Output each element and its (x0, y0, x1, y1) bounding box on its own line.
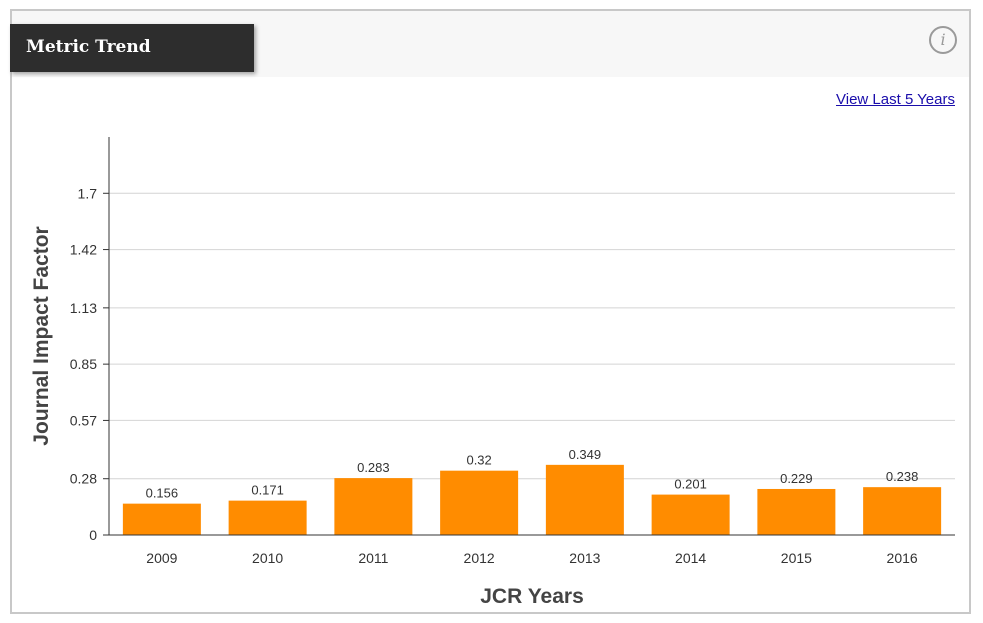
data-label: 0.229 (780, 471, 813, 486)
bar-2012[interactable] (440, 470, 519, 535)
x-tick-label: 2010 (252, 550, 283, 566)
x-tick-label: 2011 (358, 550, 388, 566)
x-axis-title: JCR Years (480, 585, 584, 608)
x-tick-label: 2009 (146, 550, 177, 566)
x-tick-label: 2012 (464, 550, 495, 566)
data-label: 0.156 (146, 486, 179, 501)
title-tab: Metric Trend (10, 24, 254, 72)
info-icon[interactable]: i (929, 26, 957, 54)
x-tick-label: 2014 (675, 550, 706, 566)
card-title: Metric Trend (26, 37, 151, 57)
x-tick-label: 2013 (569, 550, 600, 566)
y-tick-label: 0.85 (70, 356, 97, 372)
data-label: 0.171 (251, 483, 284, 498)
y-tick-label: 1.42 (70, 242, 97, 258)
bar-2009[interactable] (122, 503, 201, 535)
data-label: 0.32 (466, 453, 491, 468)
axes (108, 137, 955, 536)
y-tick-label: 0 (89, 527, 97, 543)
data-label: 0.201 (674, 477, 707, 492)
y-tick-label: 0.28 (70, 471, 97, 487)
data-label: 0.238 (886, 469, 919, 484)
bar-2014[interactable] (651, 494, 730, 535)
bar-2013[interactable] (545, 464, 624, 535)
bar-2010[interactable] (228, 500, 307, 535)
y-tick-label: 1.7 (78, 185, 98, 201)
x-tick-labels: 2009 2010 2011 2012 2013 2014 2015 2016 (146, 550, 918, 566)
x-tick-label: 2015 (781, 550, 812, 566)
data-label: 0.349 (569, 447, 602, 462)
y-tick-label: 0.57 (70, 412, 97, 428)
bar-2011[interactable] (334, 478, 413, 535)
gridlines (103, 192, 955, 536)
y-tick-labels: 0 0.28 0.57 0.85 1.13 1.42 1.7 (70, 185, 97, 543)
bar-2015[interactable] (757, 488, 836, 535)
bar-2016[interactable] (863, 487, 942, 535)
data-labels: 0.156 0.171 0.283 0.32 0.349 0.201 0.229 0.238 (146, 447, 919, 501)
bars (122, 464, 942, 535)
x-tick-label: 2016 (887, 550, 918, 566)
view-last-5-years-link[interactable]: View Last 5 Years (836, 91, 955, 108)
data-label: 0.283 (357, 460, 390, 475)
y-tick-label: 1.13 (70, 300, 97, 316)
y-axis-title: Journal Impact Factor (30, 226, 53, 445)
